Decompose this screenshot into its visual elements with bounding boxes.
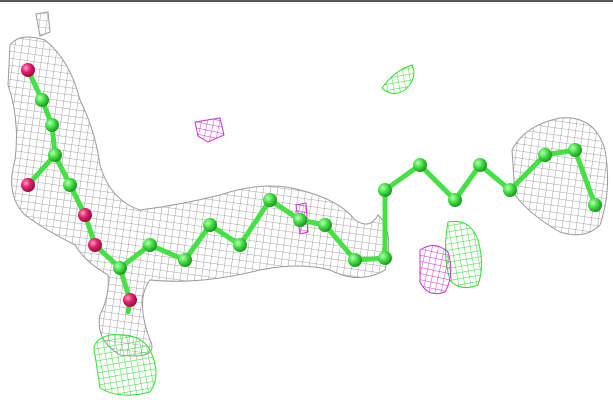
oxygen-atom: [78, 208, 92, 222]
carbon-atom: [568, 143, 582, 157]
carbon-atom: [378, 251, 392, 265]
carbon-atom: [473, 158, 487, 172]
carbon-atom: [178, 253, 192, 267]
atoms: [21, 63, 602, 307]
carbon-atom: [35, 93, 49, 107]
carbon-atom: [318, 218, 332, 232]
carbon-atom: [293, 213, 307, 227]
carbon-atom: [348, 253, 362, 267]
carbon-atom: [45, 118, 59, 132]
oxygen-atom: [21, 178, 35, 192]
carbon-atom: [143, 238, 157, 252]
carbon-atom: [503, 183, 517, 197]
carbon-atom: [588, 198, 602, 212]
carbon-atom: [48, 148, 62, 162]
carbon-atom: [263, 193, 277, 207]
oxygen-atom: [21, 63, 35, 77]
magenta-mesh-top: [194, 117, 225, 143]
grey-mesh-small: [35, 11, 51, 37]
carbon-atom: [538, 148, 552, 162]
carbon-atom: [448, 193, 462, 207]
green-mesh-bottom: [93, 334, 157, 396]
magenta-mesh-right: [419, 245, 452, 295]
carbon-atom: [413, 158, 427, 172]
oxygen-atom: [88, 238, 102, 252]
carbon-atom: [113, 261, 127, 275]
carbon-atom: [203, 218, 217, 232]
carbon-atom: [378, 183, 392, 197]
carbon-atom: [63, 178, 77, 192]
grey-mesh-right: [511, 117, 609, 236]
grey-mesh-left: [7, 36, 390, 357]
carbon-atom: [233, 238, 247, 252]
green-mesh-top: [381, 64, 415, 94]
oxygen-atom: [123, 293, 137, 307]
